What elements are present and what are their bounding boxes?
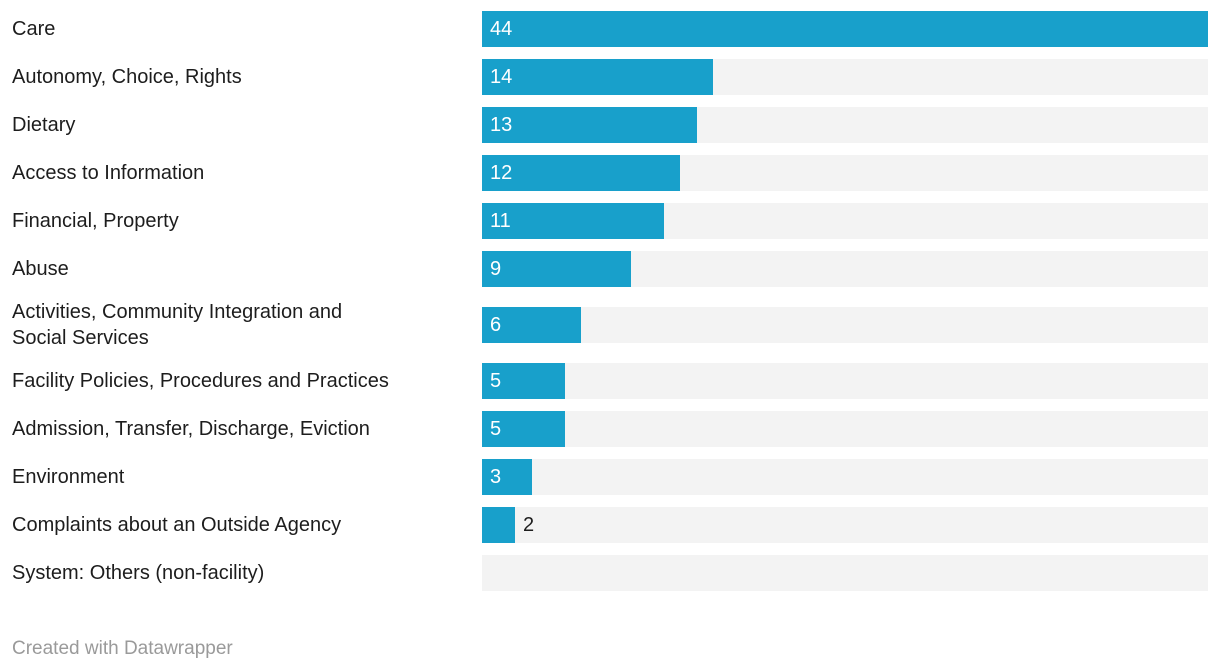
chart-row-activities-community-integration: Activities, Community Integration and So… — [12, 299, 1208, 351]
bar-value-label: 13 — [490, 114, 513, 136]
chart-row-abuse: Abuse 9 — [12, 251, 1208, 287]
category-label: Activities, Community Integration and So… — [12, 301, 343, 349]
chart-row-environment: Environment 3 — [12, 459, 1208, 495]
bar-track: 13 — [482, 107, 1208, 143]
bar-value-label: 9 — [490, 258, 502, 280]
bar-track: 12 — [482, 155, 1208, 191]
bar-value-label: 6 — [490, 314, 502, 336]
bar-activities-community-integration: 6 — [482, 307, 581, 343]
chart-row-access-to-information: Access to Information 12 — [12, 155, 1208, 191]
bar-access-to-information: 12 — [482, 155, 680, 191]
bar-chart: Care 44 Autonomy, Choice, Rights 14 Diet… — [12, 11, 1208, 591]
bar-autonomy-choice-rights: 14 — [482, 59, 713, 95]
bar-track: 14 — [482, 59, 1208, 95]
category-label: Financial, Property — [12, 210, 179, 232]
category-label: Dietary — [12, 114, 76, 136]
chart-row-dietary: Dietary 13 — [12, 107, 1208, 143]
category-label: System: Others (non-facility) — [12, 562, 265, 584]
datawrapper-credit-link[interactable]: Created with Datawrapper — [12, 638, 233, 659]
chart-row-complaints-outside-agency: Complaints about an Outside Agency 2 — [12, 507, 1208, 543]
chart-row-facility-policies: Facility Policies, Procedures and Practi… — [12, 363, 1208, 399]
category-label: Facility Policies, Procedures and Practi… — [12, 370, 389, 392]
category-label: Admission, Transfer, Discharge, Eviction — [12, 418, 370, 440]
bar-dietary: 13 — [482, 107, 697, 143]
category-label: Complaints about an Outside Agency — [12, 514, 342, 536]
category-label: Access to Information — [12, 162, 205, 184]
category-label: Environment — [12, 466, 125, 488]
bar-complaints-outside-agency — [482, 507, 515, 543]
bar-track: 2 — [482, 507, 1208, 543]
bar-admission-transfer-discharge-eviction: 5 — [482, 411, 565, 447]
chart-footer: Created with Datawrapper — [0, 638, 1220, 660]
bar-track: 11 — [482, 203, 1208, 239]
bar-environment: 3 — [482, 459, 532, 495]
bar-value-label-outside: 2 — [523, 514, 535, 536]
chart-row-financial-property: Financial, Property 11 — [12, 203, 1208, 239]
category-label: Care — [12, 18, 56, 40]
bar-value-label: 3 — [490, 466, 502, 488]
chart-row-care: Care 44 — [12, 11, 1208, 47]
category-label: Abuse — [12, 258, 69, 280]
bar-value-label: 14 — [490, 66, 513, 88]
bar-value-label: 44 — [490, 18, 513, 40]
bar-track: 5 — [482, 411, 1208, 447]
bar-abuse: 9 — [482, 251, 631, 287]
bar-value-label: 5 — [490, 418, 502, 440]
chart-row-system-others: System: Others (non-facility) — [12, 555, 1208, 591]
chart-row-admission-transfer-discharge-eviction: Admission, Transfer, Discharge, Eviction… — [12, 411, 1208, 447]
bar-track: 9 — [482, 251, 1208, 287]
bar-financial-property: 11 — [482, 203, 664, 239]
bar-value-label: 5 — [490, 370, 502, 392]
bar-value-label: 12 — [490, 162, 513, 184]
category-label: Autonomy, Choice, Rights — [12, 66, 242, 88]
bar-track: 44 — [482, 11, 1208, 47]
bar-track: 6 — [482, 307, 1208, 343]
bar-value-label: 11 — [490, 210, 511, 232]
bar-facility-policies: 5 — [482, 363, 565, 399]
bar-care: 44 — [482, 11, 1208, 47]
bar-track-empty — [482, 555, 1208, 591]
bar-track: 5 — [482, 363, 1208, 399]
chart-row-autonomy-choice-rights: Autonomy, Choice, Rights 14 — [12, 59, 1208, 95]
bar-track: 3 — [482, 459, 1208, 495]
